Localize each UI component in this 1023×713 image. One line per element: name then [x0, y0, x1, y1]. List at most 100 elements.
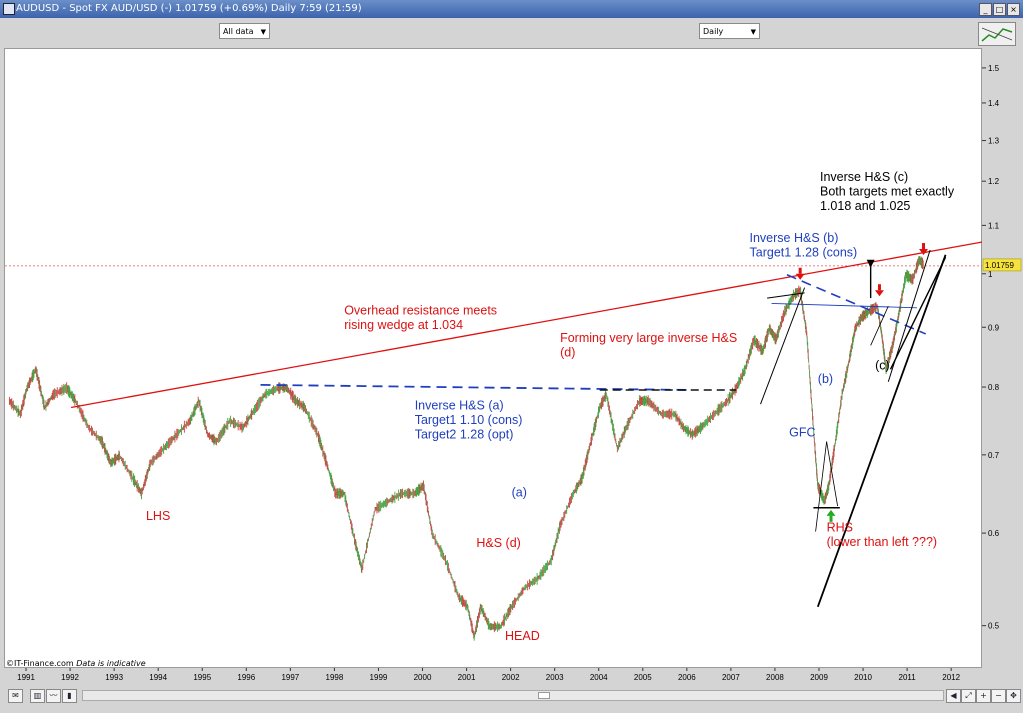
chart-credit: ©IT-Finance.com Data is indicative [6, 659, 146, 668]
annotation-inverse-a: Inverse H&S (a) Target1 1.10 (cons) Target… [415, 398, 523, 441]
x-tick-label: 1997 [281, 673, 299, 682]
zoom-in-icon[interactable]: + [976, 689, 991, 703]
annotation-forming-line-1: (d) [560, 345, 575, 359]
chart-plot-area[interactable]: LHS HEAD H&S (d) (a) Overhead resistance mee… [4, 48, 983, 668]
x-tick-label: 2008 [766, 673, 784, 682]
annotation-rhs-line-0: RHS [827, 521, 853, 535]
x-tick-label: 2002 [502, 673, 520, 682]
y-tick-label: 1.1 [988, 221, 1000, 230]
gfc-line-b [826, 441, 839, 507]
time-scrollbar[interactable] [82, 690, 944, 701]
annotation-gfc-line-0: GFC [789, 426, 815, 440]
y-tick-label: 0.7 [988, 451, 1000, 460]
time-axis[interactable]: 1991 1992 1993 1994 1995 1996 1997 1998 1999 2000… [4, 668, 982, 685]
x-tick-label: 2001 [458, 673, 476, 682]
annotation-inverse-b-line-0: Inverse H&S (b) [750, 231, 839, 245]
x-tick-label: 2007 [722, 673, 740, 682]
annotation-inverse-a-line-1: Target1 1.10 (cons) [415, 413, 523, 427]
y-tick-label: 0.8 [988, 383, 1000, 392]
top-line-2008 [767, 292, 805, 299]
annotation-lhs: LHS [146, 509, 170, 523]
bottom-toolbar: ✉ ▥ 〰 ▮ ◀ ⤢ + − ✥ [0, 685, 1023, 713]
x-tick-label: 1996 [237, 673, 255, 682]
x-tick-label: 1992 [61, 673, 79, 682]
annotation-head: HEAD [505, 629, 540, 643]
candle-chart-icon[interactable]: ▮ [62, 689, 77, 703]
annotation-inverse-b-line-1: Target1 1.28 (cons) [750, 245, 858, 259]
maximize-icon[interactable]: □ [993, 3, 1006, 16]
annotation-b-line-0: (b) [818, 372, 833, 386]
interval-select[interactable]: Daily ▼ [699, 23, 760, 39]
red-arrow-2008 [795, 267, 805, 280]
support-line-2008 [760, 287, 806, 405]
price-axis-svg: 0.5 0.6 0.7 0.8 0.9 1 1.1 1.2 1.3 1.4 1.5 1.01759 [982, 64, 1022, 631]
annotation-inverse-c-line-0: Inverse H&S (c) [820, 170, 908, 184]
chart-settings-icon[interactable] [978, 22, 1016, 46]
x-tick-label: 2010 [854, 673, 872, 682]
scroll-left-icon[interactable]: ◀ [946, 689, 961, 703]
annotation-overhead-line-0: Overhead resistance meets [344, 303, 497, 317]
mail-icon[interactable]: ✉ [8, 689, 23, 703]
scrollbar-thumb[interactable] [538, 692, 550, 699]
credit-text: ©IT-Finance.com [6, 659, 74, 668]
price-axis[interactable]: 0.5 0.6 0.7 0.8 0.9 1 1.1 1.2 1.3 1.4 1.5 1.01759 [982, 48, 1023, 668]
annotation-inverse-a-line-0: Inverse H&S (a) [415, 398, 504, 412]
x-tick-label: 1998 [326, 673, 344, 682]
title-bar: AUDUSD - Spot FX AUD/USD (-) 1.01759 (+0… [0, 0, 1023, 18]
overhead-resistance-line [70, 241, 983, 409]
annotation-lhs-line-0: LHS [146, 509, 170, 523]
y-tick-label: 1.2 [988, 177, 1000, 186]
wedge-lower-line [816, 254, 947, 608]
x-tick-label: 2012 [942, 673, 960, 682]
close-icon[interactable]: × [1007, 3, 1020, 16]
chevron-down-icon: ▼ [750, 28, 756, 36]
annotation-forming-line-0: Forming very large inverse H&S [560, 331, 737, 345]
y-tick-label: 1.5 [988, 64, 1000, 73]
red-arrow-2011 [919, 243, 929, 256]
annotation-head-line-0: HEAD [505, 629, 540, 643]
neckline-b [786, 274, 927, 335]
bar-chart-icon[interactable]: ▥ [30, 689, 45, 703]
interval-select-value: Daily [703, 27, 724, 36]
zoom-out-icon[interactable]: − [991, 689, 1006, 703]
price-line-series-0 [9, 259, 924, 637]
x-tick-label: 1994 [149, 673, 167, 682]
annotation-a: (a) [512, 486, 527, 500]
wedge-line-2011 [887, 249, 931, 382]
toolbar: All data ▼ Daily ▼ [0, 18, 1023, 48]
time-axis-svg: 1991 1992 1993 1994 1995 1996 1997 1998 1999 2000… [17, 668, 961, 682]
minimize-icon[interactable]: _ [979, 3, 992, 16]
x-tick-label: 2006 [678, 673, 696, 682]
annotation-overhead-line-1: rising wedge at 1.034 [344, 318, 463, 332]
mid-line-2010 [870, 306, 889, 346]
annotation-inverse-c-line-2: 1.018 and 1.025 [820, 199, 910, 213]
wedge-upper-line [889, 256, 947, 370]
neckline-c [771, 303, 917, 309]
annotation-b: (b) [818, 372, 833, 386]
annotation-rhs-line-1: (lower than left ???) [827, 535, 937, 549]
disclaimer-text: Data is indicative [76, 659, 146, 668]
x-tick-label: 1993 [105, 673, 123, 682]
annotation-inverse-c: Inverse H&S (c) Both targets met exactly 1… [820, 170, 955, 213]
x-tick-label: 1991 [17, 673, 35, 682]
annotation-overhead: Overhead resistance meets rising wedge at… [344, 303, 497, 332]
green-arrow-2009 [826, 509, 836, 522]
last-price-label: 1.01759 [985, 261, 1014, 270]
annotation-c: (c) [875, 358, 890, 372]
annotation-inverse-b: Inverse H&S (b) Target1 1.28 (cons) [750, 231, 858, 260]
range-select[interactable]: All data ▼ [219, 23, 270, 39]
pan-icon[interactable]: ✥ [1006, 689, 1021, 703]
annotation-inverse-c-line-1: Both targets met exactly [820, 184, 955, 198]
x-tick-label: 2004 [590, 673, 608, 682]
y-tick-label: 1 [988, 270, 993, 279]
x-tick-label: 2005 [634, 673, 652, 682]
window-menu-icon[interactable] [3, 3, 15, 15]
y-tick-label: 1.4 [988, 99, 1000, 108]
x-tick-label: 1999 [370, 673, 388, 682]
y-tick-label: 0.6 [988, 529, 1000, 538]
annotation-c-line-0: (c) [875, 358, 890, 372]
red-arrow-2010 [874, 284, 884, 297]
annotation-rhs: RHS (lower than left ???) [827, 521, 937, 550]
fit-icon[interactable]: ⤢ [961, 689, 976, 703]
line-chart-icon[interactable]: 〰 [46, 689, 61, 703]
